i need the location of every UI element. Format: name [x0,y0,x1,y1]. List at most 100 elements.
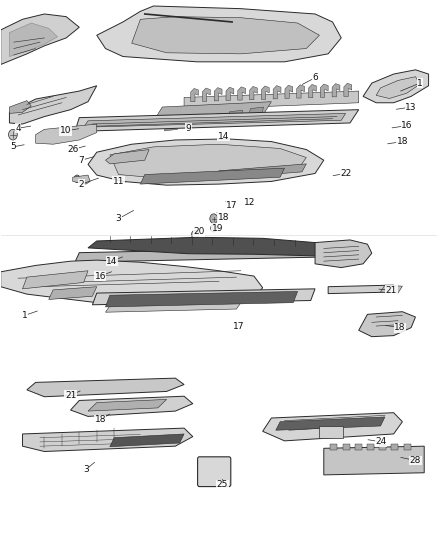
Polygon shape [75,110,359,132]
Text: 3: 3 [83,465,89,474]
Text: 5: 5 [10,142,16,151]
Polygon shape [226,87,234,101]
Polygon shape [92,289,315,305]
Polygon shape [285,85,293,99]
Circle shape [217,294,221,300]
Polygon shape [27,378,184,397]
Bar [367,443,374,450]
Polygon shape [250,86,258,100]
Text: 2: 2 [79,180,84,189]
Text: 11: 11 [113,177,124,186]
Polygon shape [206,114,222,125]
Bar [379,443,386,450]
Circle shape [108,402,112,407]
Polygon shape [214,87,222,101]
Polygon shape [185,117,201,128]
Polygon shape [202,88,210,101]
Text: 26: 26 [67,145,78,154]
Polygon shape [106,292,297,307]
Text: 18: 18 [395,323,406,332]
Polygon shape [110,144,306,179]
Polygon shape [1,14,79,64]
Polygon shape [106,303,241,312]
Text: 18: 18 [397,137,408,146]
Text: 13: 13 [405,102,417,111]
Circle shape [210,214,218,223]
Text: 16: 16 [401,121,413,130]
Text: 4: 4 [15,124,21,133]
Text: 18: 18 [95,415,106,424]
Polygon shape [35,124,97,144]
Polygon shape [248,107,264,118]
Polygon shape [141,168,285,184]
Text: 16: 16 [95,272,106,280]
Polygon shape [184,91,359,110]
Text: 9: 9 [186,124,191,133]
Polygon shape [49,287,97,300]
Polygon shape [381,285,403,293]
Circle shape [130,295,134,301]
Text: 14: 14 [218,132,229,141]
Bar [404,443,411,450]
Polygon shape [71,396,193,416]
Polygon shape [73,175,90,184]
Polygon shape [106,150,149,164]
Text: 20: 20 [194,228,205,237]
Polygon shape [359,312,416,337]
Text: 14: 14 [106,257,118,265]
Bar [202,462,226,481]
Circle shape [138,402,143,407]
Text: 21: 21 [386,286,397,295]
Text: 1: 1 [417,78,423,87]
Circle shape [269,294,274,299]
Polygon shape [297,85,304,98]
Polygon shape [132,17,319,54]
Polygon shape [376,77,420,99]
Text: 7: 7 [78,156,85,165]
Circle shape [191,230,198,239]
Polygon shape [215,164,306,179]
Text: 22: 22 [340,169,351,178]
Polygon shape [88,399,166,411]
Polygon shape [22,271,88,289]
Text: 21: 21 [65,391,76,400]
Polygon shape [273,86,281,99]
Polygon shape [191,88,198,102]
Bar [343,443,350,450]
Polygon shape [324,446,424,475]
Polygon shape [227,110,243,122]
Polygon shape [164,120,180,131]
Polygon shape [22,428,193,451]
Polygon shape [10,101,31,114]
Text: 19: 19 [212,224,223,233]
Text: 18: 18 [218,213,229,222]
Polygon shape [153,102,272,122]
Polygon shape [88,237,328,256]
Text: 1: 1 [22,311,28,320]
Text: 3: 3 [116,214,121,223]
Text: 25: 25 [217,480,228,489]
Polygon shape [88,139,324,185]
Bar [319,426,343,438]
Circle shape [123,175,128,182]
Polygon shape [315,240,372,268]
Polygon shape [97,6,341,62]
Polygon shape [10,86,97,124]
Polygon shape [261,86,269,99]
Text: 17: 17 [226,201,238,210]
Text: 24: 24 [376,438,387,447]
Circle shape [74,175,80,182]
Polygon shape [308,84,316,98]
Text: 12: 12 [244,198,255,207]
Polygon shape [75,247,332,262]
Bar [201,28,228,38]
Polygon shape [320,84,328,98]
Polygon shape [344,83,352,96]
Polygon shape [1,260,263,305]
Polygon shape [10,23,57,56]
Polygon shape [332,84,340,97]
Polygon shape [110,434,184,447]
Bar [355,443,362,450]
Bar [330,443,337,450]
Polygon shape [263,413,403,441]
